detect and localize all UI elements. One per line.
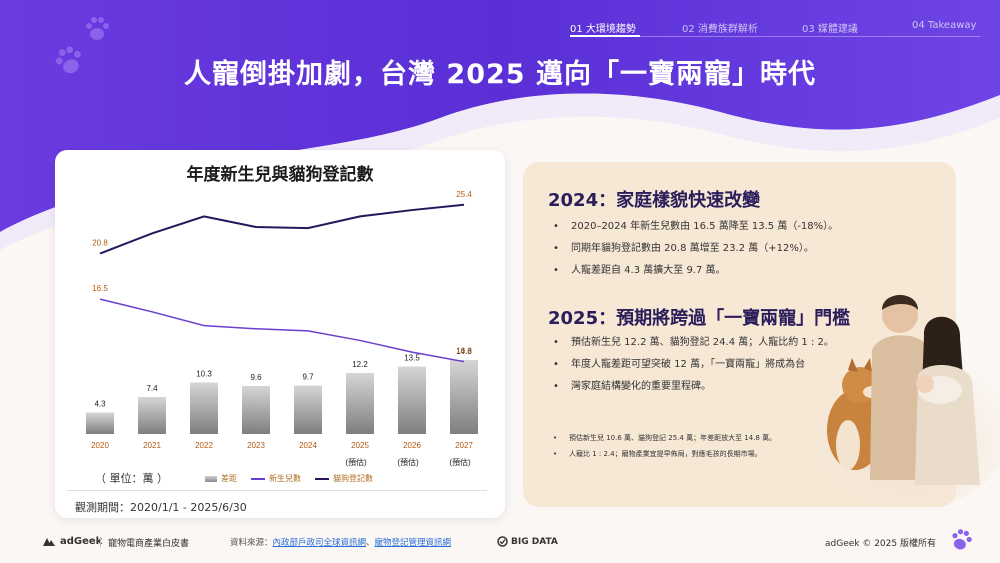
data-source: 資料來源：內政部戶政司全球資訊網、寵物登記管理資訊網 bbox=[230, 536, 451, 548]
bar-gap-2020 bbox=[86, 412, 114, 434]
bar-value-label: 13.5 bbox=[404, 354, 420, 363]
page-title: 人寵倒掛加劇，台灣 2025 邁向「一寶兩寵」時代 bbox=[184, 59, 816, 90]
chart-card: 年度新生兒與貓狗登記數 4.3 7.4 10.3 9.6 9.7 12.2 13.5 14.8… bbox=[55, 150, 505, 518]
paw-print-icon bbox=[86, 17, 109, 40]
family-with-dog-photo bbox=[810, 295, 1000, 505]
chart-plot: 4.3 7.4 10.3 9.6 9.7 12.2 13.5 14.8 2020 2021 2022… bbox=[86, 190, 478, 467]
bar-value-label: 4.3 bbox=[94, 400, 106, 409]
legend-swatch-births bbox=[251, 477, 265, 480]
observation-period: 觀測期間：2020/1/1 - 2025/6/30 bbox=[75, 501, 247, 514]
bullet-list-2024: 2020–2024 年新生兒數由 16.5 萬降至 13.5 萬（-18%）。 … bbox=[551, 216, 838, 282]
bullet-list-2025: 預估新生兒 12.2 萬、貓狗登記 24.4 萬；人寵比約 1 : 2。 年度人… bbox=[551, 332, 834, 398]
bar-gap-2024 bbox=[294, 385, 322, 434]
line-pet-registrations bbox=[99, 203, 465, 255]
line-births bbox=[99, 298, 465, 363]
x-tick-label: 2025 bbox=[351, 441, 369, 450]
legend-label: 差距 bbox=[221, 474, 237, 483]
unit-note: （ 單位：萬 ） bbox=[95, 472, 168, 485]
legend-item-gap: 差距 bbox=[205, 473, 237, 484]
nav-active-indicator bbox=[570, 35, 640, 37]
nav-item-environment[interactable]: 01 大環境趨勢 bbox=[570, 24, 636, 35]
bullet-item: 同期年貓狗登記數由 20.8 萬增至 23.2 萬（+12%）。 bbox=[551, 238, 838, 260]
x-tick-label: 2026 bbox=[403, 441, 421, 450]
bar-value-label: 10.3 bbox=[196, 370, 212, 379]
forecast-label: (預估) bbox=[449, 457, 471, 467]
legend-item-pets: 貓狗登記數 bbox=[315, 473, 373, 484]
adgeek-mark-icon bbox=[43, 537, 55, 546]
footer: adGeek 寵物電商產業白皮書 資料來源：內政部戶政司全球資訊網、寵物登記管理… bbox=[0, 525, 1000, 563]
chart-title: 年度新生兒與貓狗登記數 bbox=[186, 165, 374, 185]
paw-print-icon bbox=[55, 46, 81, 74]
bar-gap-2023 bbox=[242, 386, 270, 434]
nav-item-consumer[interactable]: 02 消費族群解析 bbox=[682, 24, 758, 35]
bar-gap-2025 bbox=[346, 373, 374, 434]
legend-swatch-pets bbox=[315, 477, 329, 480]
bar-value-label: 12.2 bbox=[352, 360, 368, 369]
bigdata-logo: BIG DATA bbox=[497, 536, 558, 547]
note-item: 人寵比 1 : 2.4；寵物產業宜提早佈局，對應毛孩的長期市場。 bbox=[551, 446, 776, 462]
bigdata-name: BIG DATA bbox=[511, 536, 558, 547]
bullet-item: 預估新生兒 12.2 萬、貓狗登記 24.4 萬；人寵比約 1 : 2。 bbox=[551, 332, 834, 354]
insight-card: 2024：家庭樣貌快速改變 2020–2024 年新生兒數由 16.5 萬降至 … bbox=[523, 162, 956, 507]
line-value-label: 16.5 bbox=[92, 284, 108, 293]
bar-gap-2021 bbox=[138, 397, 166, 434]
bullet-item: 人寵差距自 4.3 萬擴大至 9.7 萬。 bbox=[551, 260, 838, 282]
bar-value-label: 7.4 bbox=[146, 384, 158, 393]
brand-name: adGeek bbox=[60, 536, 103, 547]
forecast-label: (預估) bbox=[397, 457, 419, 467]
section-nav: 01 大環境趨勢 02 消費族群解析 03 媒體建議 04 Takeaway bbox=[570, 20, 982, 40]
bar-gap-2022 bbox=[190, 382, 218, 434]
line-value-label: 10.6 bbox=[456, 347, 472, 356]
bullet-item: 2020–2024 年新生兒數由 16.5 萬降至 13.5 萬（-18%）。 bbox=[551, 216, 838, 238]
nav-divider-line bbox=[570, 36, 980, 37]
note-item: 預估新生兒 10.6 萬、貓狗登記 25.4 萬；年差距放大至 14.8 萬。 bbox=[551, 430, 776, 446]
source-prefix: 資料來源： bbox=[230, 538, 273, 548]
nav-item-takeaway[interactable]: 04 Takeaway bbox=[912, 20, 977, 31]
legend-swatch-gap bbox=[205, 475, 217, 482]
paw-print-icon bbox=[952, 529, 972, 550]
bar-gap-2027 bbox=[450, 360, 478, 434]
line-value-label: 20.8 bbox=[92, 239, 108, 248]
source-separator: 、 bbox=[366, 538, 375, 548]
bullet-item-continued: 灣家庭結構變化的重要里程碑。 bbox=[551, 376, 834, 398]
bar-value-label: 9.6 bbox=[250, 373, 262, 382]
adgeek-logo: adGeek bbox=[42, 536, 102, 547]
section-title-2024: 2024：家庭樣貌快速改變 bbox=[548, 190, 761, 211]
bar-value-label: 14.8 bbox=[456, 347, 472, 356]
legend-label: 貓狗登記數 bbox=[333, 474, 373, 483]
whitepaper-title: 寵物電商產業白皮書 bbox=[108, 539, 190, 549]
x-tick-label: 2021 bbox=[143, 441, 161, 450]
x-tick-label: 2027 bbox=[455, 441, 473, 450]
divider bbox=[67, 490, 487, 491]
legend-item-births: 新生兒數 bbox=[251, 473, 301, 484]
x-tick-label: 2024 bbox=[299, 441, 317, 450]
legend-label: 新生兒數 bbox=[269, 474, 301, 483]
section-title-2025: 2025：預期將跨過「一寶兩寵」門檻 bbox=[548, 308, 851, 329]
forecast-label: (預估) bbox=[345, 457, 367, 467]
footer-divider bbox=[100, 537, 101, 547]
bar-gap-2026 bbox=[398, 366, 426, 434]
copyright: adGeek © 2025 版權所有 bbox=[825, 539, 936, 549]
x-tick-label: 2023 bbox=[247, 441, 265, 450]
x-tick-label: 2020 bbox=[91, 441, 109, 450]
x-tick-label: 2022 bbox=[195, 441, 213, 450]
chart-legend: 差距 新生兒數 貓狗登記數 bbox=[205, 473, 373, 484]
bar-value-label: 9.7 bbox=[302, 373, 314, 382]
line-value-label: 25.4 bbox=[456, 190, 472, 199]
nav-item-media[interactable]: 03 媒體建議 bbox=[802, 24, 858, 35]
bigdata-mark-icon bbox=[497, 536, 508, 547]
note-list: 預估新生兒 10.6 萬、貓狗登記 25.4 萬；年差距放大至 14.8 萬。 … bbox=[551, 430, 776, 462]
bullet-item: 年度人寵差距可望突破 12 萬，「一寶兩寵」將成為台 bbox=[551, 354, 834, 376]
source-link-household[interactable]: 內政部戶政司全球資訊網 bbox=[272, 538, 367, 548]
source-link-pet-registry[interactable]: 寵物登記管理資訊網 bbox=[374, 538, 452, 548]
